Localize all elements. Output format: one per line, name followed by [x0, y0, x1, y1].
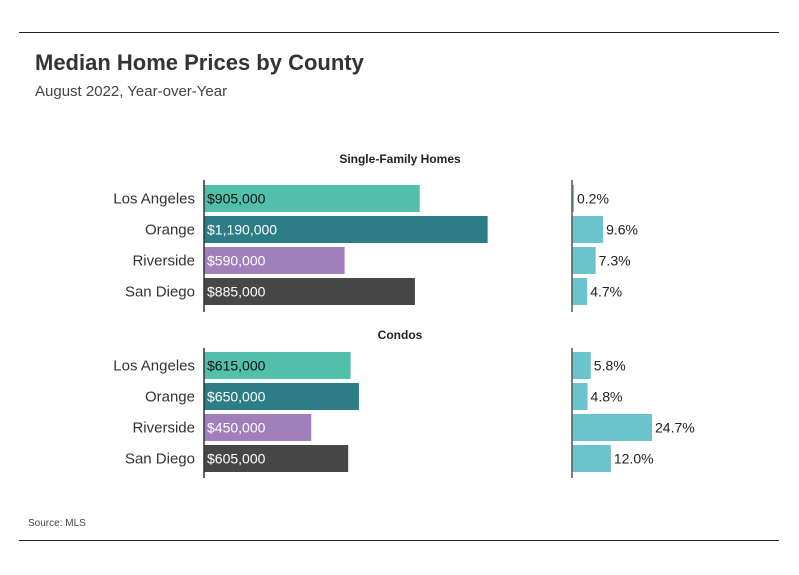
yoy-label-condos-san-diego: 12.0%: [614, 451, 654, 467]
yoy-label-condos-orange: 4.8%: [591, 389, 623, 405]
yoy-label-single-family-homes-los-angeles: 0.2%: [577, 191, 609, 207]
price-label-single-family-homes-riverside: $590,000: [207, 253, 266, 269]
price-bar-condos-orange: [204, 383, 359, 410]
yoy-bar-single-family-homes-riverside: [572, 247, 596, 274]
price-label-condos-orange: $650,000: [207, 389, 266, 405]
price-bar-single-family-homes-san-diego: [204, 278, 415, 305]
price-label-condos-los-angeles: $615,000: [207, 358, 266, 374]
price-bar-single-family-homes-los-angeles: [204, 185, 420, 212]
price-label-condos-riverside: $450,000: [207, 420, 266, 436]
price-bar-condos-los-angeles: [204, 352, 351, 379]
category-label-single-family-homes-san-diego: San Diego: [125, 284, 195, 301]
yoy-bar-single-family-homes-san-diego: [572, 278, 588, 305]
yoy-label-single-family-homes-orange: 9.6%: [606, 222, 638, 238]
category-label-condos-riverside: Riverside: [132, 420, 195, 437]
price-label-single-family-homes-los-angeles: $905,000: [207, 191, 266, 207]
price-bar-condos-riverside: [204, 414, 312, 441]
price-label-condos-san-diego: $605,000: [207, 451, 266, 467]
price-label-single-family-homes-orange: $1,190,000: [207, 222, 277, 238]
yoy-label-single-family-homes-san-diego: 4.7%: [590, 284, 622, 300]
price-bar-single-family-homes-orange: [204, 216, 488, 243]
group-title-single-family-homes: Single-Family Homes: [339, 152, 461, 166]
category-label-single-family-homes-los-angeles: Los Angeles: [113, 191, 195, 208]
yoy-bar-condos-orange: [572, 383, 588, 410]
yoy-label-single-family-homes-riverside: 7.3%: [599, 253, 631, 269]
category-label-condos-san-diego: San Diego: [125, 451, 195, 468]
yoy-bar-single-family-homes-los-angeles: [572, 185, 574, 212]
yoy-bar-condos-san-diego: [572, 445, 611, 472]
category-label-condos-orange: Orange: [145, 389, 195, 406]
chart-subtitle: August 2022, Year-over-Year: [35, 83, 228, 100]
source-note: Source: MLS: [28, 518, 86, 529]
price-label-single-family-homes-san-diego: $885,000: [207, 284, 266, 300]
category-label-single-family-homes-orange: Orange: [145, 222, 195, 239]
top-rule: [19, 32, 779, 33]
group-title-condos: Condos: [378, 328, 423, 342]
yoy-bar-condos-los-angeles: [572, 352, 591, 379]
yoy-label-condos-riverside: 24.7%: [655, 420, 695, 436]
yoy-bar-condos-riverside: [572, 414, 652, 441]
price-bar-condos-san-diego: [204, 445, 349, 472]
category-label-condos-los-angeles: Los Angeles: [113, 358, 195, 375]
bottom-rule: [19, 540, 779, 541]
category-label-single-family-homes-riverside: Riverside: [132, 253, 195, 270]
chart-title: Median Home Prices by County: [35, 50, 364, 75]
price-bar-single-family-homes-riverside: [204, 247, 345, 274]
yoy-label-condos-los-angeles: 5.8%: [594, 358, 626, 374]
yoy-bar-single-family-homes-orange: [572, 216, 604, 243]
